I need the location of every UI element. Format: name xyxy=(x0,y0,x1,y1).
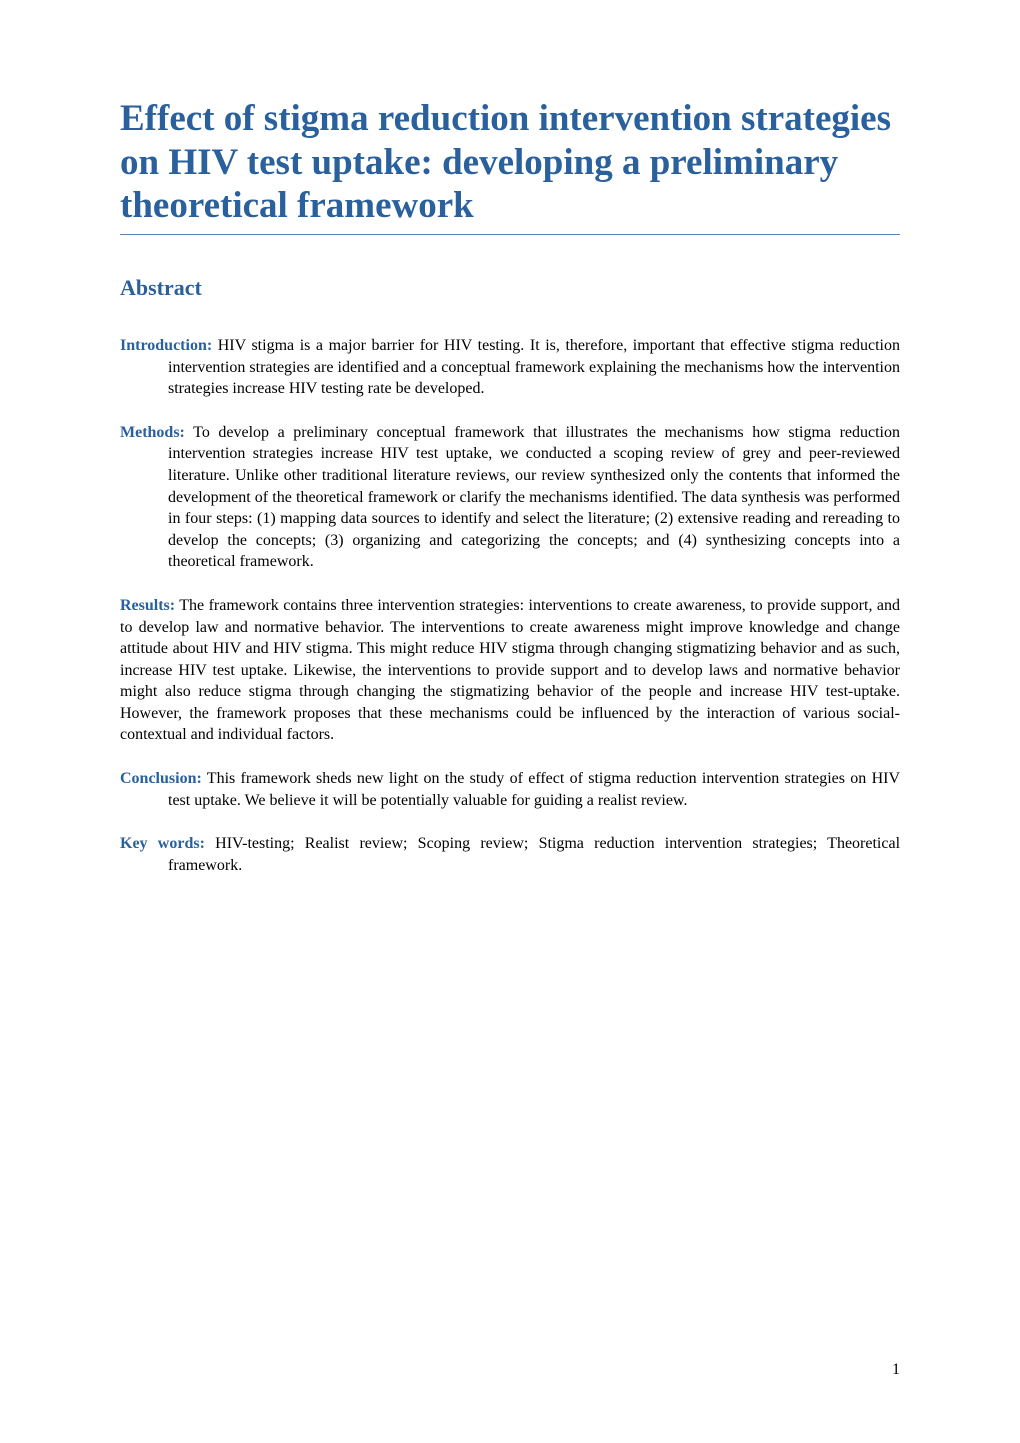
keywords-section: Key words: HIV-testing; Realist review; … xyxy=(120,833,900,876)
conclusion-text: This framework sheds new light on the st… xyxy=(168,770,900,809)
methods-text: To develop a preliminary conceptual fram… xyxy=(168,424,900,571)
results-label: Results: xyxy=(120,597,175,614)
abstract-heading: Abstract xyxy=(120,275,900,301)
paper-title: Effect of stigma reduction intervention … xyxy=(120,97,900,228)
results-text: The framework contains three interventio… xyxy=(120,597,900,744)
results-section: Results: The framework contains three in… xyxy=(120,595,900,746)
title-divider xyxy=(120,234,900,235)
conclusion-label: Conclusion: xyxy=(120,770,202,787)
page-number: 1 xyxy=(892,1361,900,1379)
keywords-label: Key words: xyxy=(120,835,205,852)
keywords-text: HIV-testing; Realist review; Scoping rev… xyxy=(168,835,900,874)
introduction-section: Introduction: HIV stigma is a major barr… xyxy=(120,335,900,400)
methods-label: Methods: xyxy=(120,424,185,441)
introduction-label: Introduction: xyxy=(120,337,212,354)
introduction-text: HIV stigma is a major barrier for HIV te… xyxy=(168,337,900,397)
conclusion-section: Conclusion: This framework sheds new lig… xyxy=(120,768,900,811)
methods-section: Methods: To develop a preliminary concep… xyxy=(120,422,900,573)
